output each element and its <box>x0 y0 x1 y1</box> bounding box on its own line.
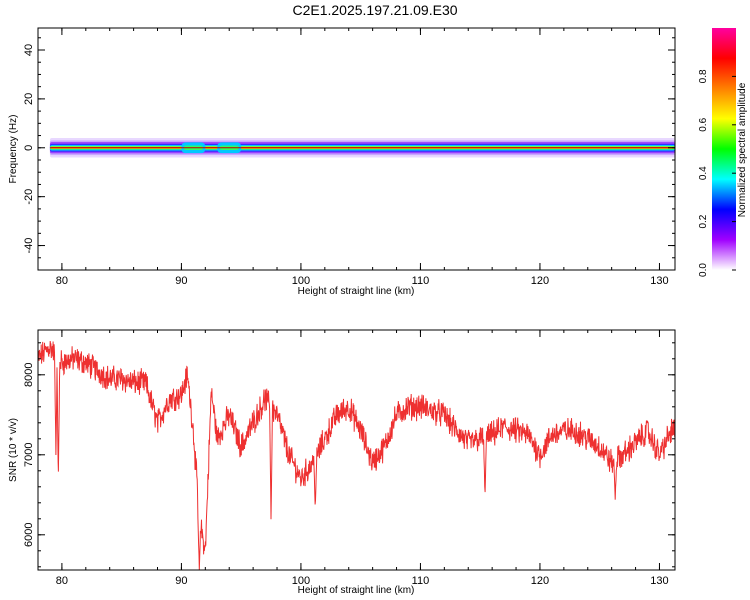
page-title: C2E1.2025.197.21.09.E30 <box>292 2 458 18</box>
colorbar-tick-label: 0.8 <box>698 69 709 83</box>
colorbar-ticks: 0.0 0.2 0.4 0.6 0.8 <box>698 69 736 277</box>
spectrogram-y-label: Frequency (Hz) <box>8 115 19 184</box>
colorbar-tick-label: 0.2 <box>698 214 709 228</box>
spectrogram-y-tick-label: -20 <box>23 189 35 205</box>
snr-y-label: SNR (10 * v/v) <box>8 418 19 482</box>
spectrogram-x-tick-label: 110 <box>412 275 430 287</box>
snr-x-tick-label: 80 <box>56 575 68 587</box>
spectrogram-x-tick-label: 120 <box>531 275 549 287</box>
snr-x-tick-label: 90 <box>175 575 187 587</box>
spectrogram-y-tick-label: 0 <box>23 145 35 151</box>
snr-frame <box>37 329 676 571</box>
spectrogram-frame <box>37 27 676 271</box>
colorbar-label: Normalized spectral amplitude <box>737 82 748 217</box>
snr-y-axis: 6000 7000 8000 <box>23 342 675 568</box>
snr-x-label: Height of straight line (km) <box>298 585 415 596</box>
spectrogram-x-tick-label: 130 <box>650 275 668 287</box>
snr-x-tick-label: 100 <box>292 575 310 587</box>
spectrogram-x-label: Height of straight line (km) <box>298 286 415 297</box>
spectrogram-y-tick-label: 40 <box>23 44 35 56</box>
spectral-band <box>49 138 675 158</box>
colorbar-scale <box>712 28 736 270</box>
snr-line <box>37 340 676 571</box>
snr-panel: 80 90 100 110 120 130 6000 7000 8000 Height of … <box>8 329 676 596</box>
colorbar: 0.0 0.2 0.4 0.6 0.8 Normalized spectral ampl… <box>698 28 748 277</box>
spectrogram-y-tick-label: 20 <box>23 93 35 105</box>
snr-y-tick-label: 6000 <box>23 523 35 547</box>
spectrogram-x-axis: 80 90 100 110 120 130 <box>37 28 669 287</box>
spectrogram-x-tick-label: 80 <box>56 275 68 287</box>
snr-x-axis: 80 90 100 110 120 130 <box>37 330 669 587</box>
spectrogram-x-tick-label: 100 <box>292 275 310 287</box>
snr-y-tick-label: 7000 <box>23 443 35 467</box>
spectrogram-y-axis: -40 -20 0 20 40 <box>23 37 675 271</box>
spectrogram-panel: 80 90 100 110 120 130 -40 -20 0 20 40 Height of s… <box>8 27 676 297</box>
snr-plot-area <box>38 330 675 570</box>
snr-x-tick-label: 130 <box>650 575 668 587</box>
snr-x-tick-label: 120 <box>531 575 549 587</box>
colorbar-tick-label: 0.4 <box>698 166 709 180</box>
spectrogram-x-tick-label: 90 <box>175 275 187 287</box>
snr-x-tick-label: 110 <box>412 575 430 587</box>
spectrogram-y-tick-label: -40 <box>23 238 35 254</box>
colorbar-tick-label: 0.0 <box>698 263 709 277</box>
snr-y-tick-label: 8000 <box>23 363 35 387</box>
colorbar-tick-label: 0.6 <box>698 117 709 131</box>
